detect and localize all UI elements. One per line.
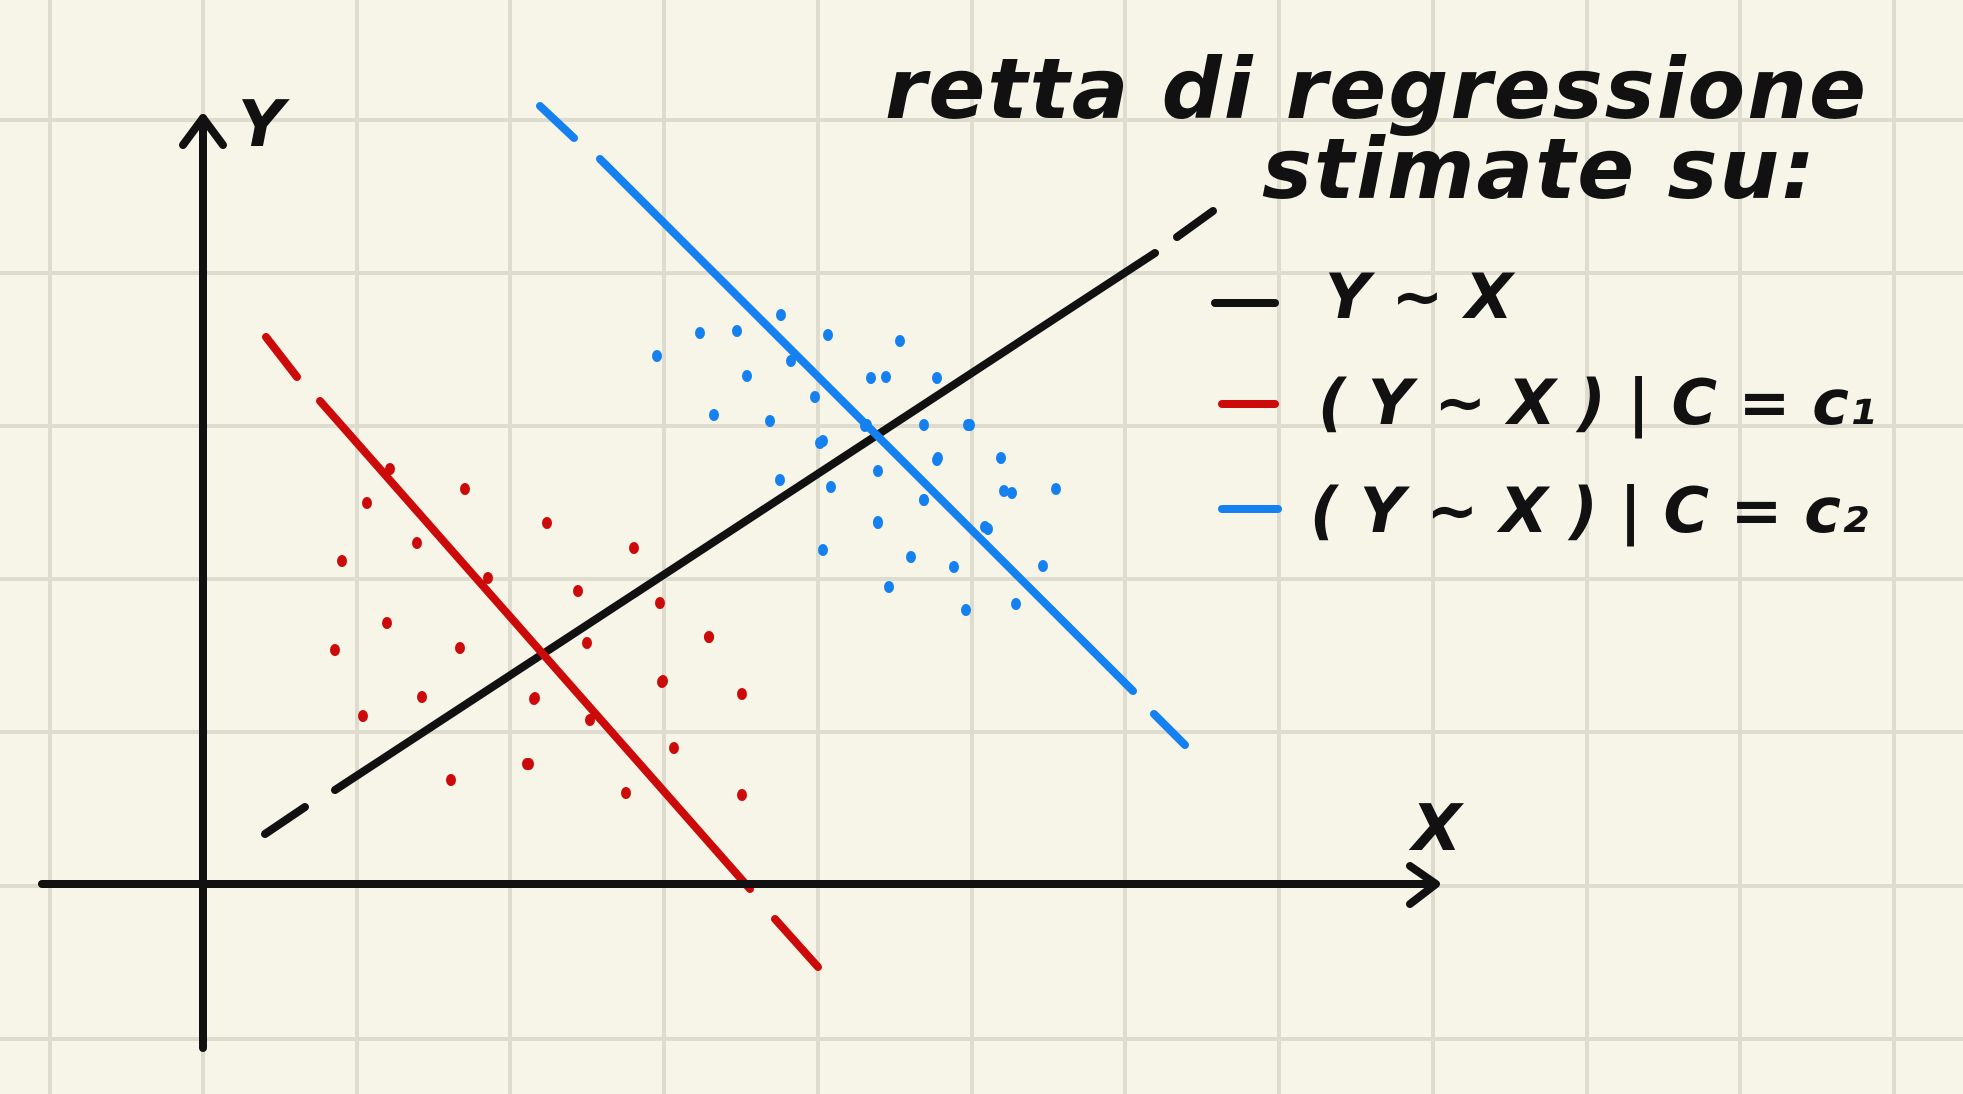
black-line-dash-right <box>1173 207 1217 241</box>
axes <box>38 114 1440 1052</box>
black-line-dash-left <box>261 803 309 838</box>
regression-line-c1 <box>262 333 822 971</box>
blue-data-point <box>765 415 775 427</box>
y-axis-label: Y <box>238 88 290 162</box>
blue-data-point <box>786 355 796 367</box>
blue-data-point <box>695 327 705 339</box>
blue-data-point <box>919 419 929 431</box>
red-line-solid <box>316 397 754 893</box>
red-data-point <box>737 789 747 801</box>
legend-label-c2: ( Y ~ X ) | C = c₂ <box>1310 474 1868 548</box>
red-data-point <box>629 542 639 554</box>
regression-line-c2 <box>536 102 1189 749</box>
legend-item-c2: ( Y ~ X ) | C = c₂ <box>1218 474 1868 548</box>
red-line-dash-bottom <box>771 915 822 971</box>
blue-data-point <box>873 516 883 528</box>
blue-data-point <box>999 485 1009 497</box>
blue-data-point <box>776 309 786 321</box>
red-data-point <box>446 774 456 786</box>
blue-data-point <box>742 370 752 382</box>
red-data-point <box>582 637 592 649</box>
blue-data-point <box>1007 487 1017 499</box>
red-data-point <box>358 710 368 722</box>
red-data-point <box>655 597 665 609</box>
black-line-solid <box>331 249 1159 794</box>
blue-line-dash-top <box>536 102 578 142</box>
blue-data-point <box>881 371 891 383</box>
red-data-point <box>362 497 372 509</box>
blue-data-point <box>1051 483 1061 495</box>
red-data-point <box>542 517 552 529</box>
red-data-point <box>585 714 595 726</box>
red-data-point <box>573 585 583 597</box>
blue-data-point <box>949 561 959 573</box>
red-data-point <box>669 742 679 754</box>
blue-data-point <box>906 551 916 563</box>
blue-data-point <box>826 481 836 493</box>
x-axis-label: X <box>1408 792 1464 866</box>
blue-data-point <box>1038 560 1048 572</box>
blue-data-point <box>818 544 828 556</box>
blue-data-point <box>919 494 929 506</box>
blue-data-point <box>815 437 825 449</box>
red-data-point <box>704 631 714 643</box>
blue-data-point <box>983 523 993 535</box>
red-data-point <box>417 691 427 703</box>
red-data-point <box>412 537 422 549</box>
red-data-point <box>460 483 470 495</box>
red-data-point <box>455 642 465 654</box>
red-data-point <box>737 688 747 700</box>
red-data-point <box>330 644 340 656</box>
blue-data-point <box>873 465 883 477</box>
title-line-1: retta di regressione <box>885 40 1868 138</box>
blue-data-point <box>810 391 820 403</box>
blue-line-solid <box>596 155 1137 695</box>
legend-item-overall: Y ~ X <box>1211 260 1516 333</box>
blue-data-point <box>965 419 975 431</box>
blue-data-point <box>709 409 719 421</box>
title-line-2: stimate su: <box>1262 120 1817 218</box>
blue-data-point <box>895 335 905 347</box>
blue-data-point <box>652 350 662 362</box>
legend-label-c1: ( Y ~ X ) | C = c₁ <box>1318 366 1876 440</box>
legend-item-c1: ( Y ~ X ) | C = c₁ <box>1218 366 1876 440</box>
red-data-point <box>529 693 539 705</box>
blue-data-point <box>1011 598 1021 610</box>
regression-line-overall <box>261 207 1217 838</box>
red-line-dash-top <box>262 333 301 381</box>
legend: Y ~ X ( Y ~ X ) | C = c₁ ( Y ~ X ) | C =… <box>1211 260 1876 548</box>
red-data-point <box>337 555 347 567</box>
red-data-point <box>658 675 668 687</box>
red-data-point <box>524 758 534 770</box>
blue-data-point <box>775 474 785 486</box>
red-data-point <box>483 572 493 584</box>
red-cluster-points <box>330 463 747 801</box>
blue-line-dash-bottom <box>1150 710 1189 749</box>
blue-data-point <box>932 454 942 466</box>
blue-data-point <box>823 329 833 341</box>
y-axis-arrowhead <box>179 114 227 149</box>
legend-label-overall: Y ~ X <box>1325 260 1516 333</box>
blue-data-point <box>732 325 742 337</box>
blue-data-point <box>961 604 971 616</box>
red-data-point <box>382 617 392 629</box>
blue-data-point <box>996 452 1006 464</box>
blue-data-point <box>932 372 942 384</box>
red-data-point <box>621 787 631 799</box>
blue-data-point <box>866 372 876 384</box>
blue-data-point <box>884 581 894 593</box>
x-axis-arrowhead <box>1406 862 1440 908</box>
